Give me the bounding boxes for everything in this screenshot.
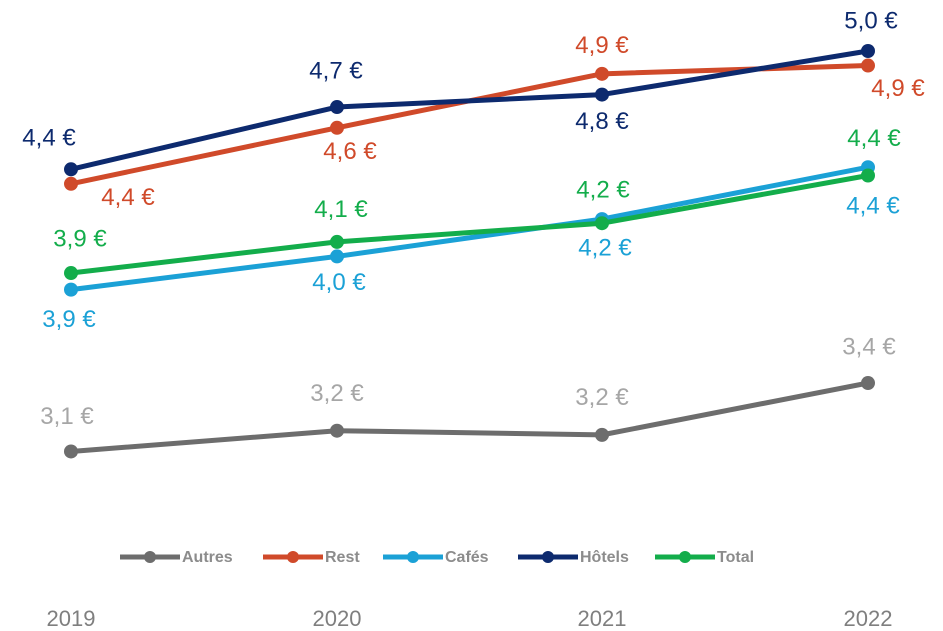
point [861,168,875,183]
data-label: 4,1 € [314,196,368,223]
point [861,44,875,58]
data-label: 4,4 € [847,125,901,152]
point [330,120,344,135]
data-label: 4,2 € [578,234,632,261]
point [861,376,875,390]
point [330,249,344,264]
legend-label: Total [717,549,754,566]
data-label: 4,2 € [576,177,630,204]
data-label: 3,9 € [53,225,107,252]
line-0 [70,380,869,454]
point [330,100,344,115]
data-label: 4,6 € [323,138,377,165]
point [330,234,344,249]
legend-marker [542,551,554,563]
legend-marker [144,551,156,563]
x-tick-label: 2022 [844,606,893,631]
point [595,216,609,231]
legend-label: Hôtels [580,549,629,566]
legend-label: Rest [325,549,360,566]
line-2 [70,164,869,293]
data-label: 4,4 € [101,184,155,211]
data-label: 3,2 € [575,384,629,411]
data-label: 4,7 € [309,57,363,84]
point [595,66,609,81]
point [330,423,344,438]
point [64,444,78,459]
data-label: 4,0 € [312,269,366,296]
legend-label: Cafés [445,549,489,566]
x-tick-label: 2020 [313,606,362,631]
data-label: 4,4 € [846,193,900,220]
legend-label: Autres [182,549,233,566]
legend-marker [287,551,299,563]
point [64,266,78,281]
data-label: 3,4 € [842,333,896,360]
legend-marker [407,551,419,563]
point [64,176,78,191]
data-label: 4,9 € [871,75,925,102]
data-label: 4,8 € [575,108,629,135]
x-tick-label: 2019 [47,606,96,631]
line-1 [70,63,869,187]
line-3 [70,48,869,172]
data-label: 5,0 € [844,7,898,34]
point [64,162,78,177]
data-label: 4,4 € [22,125,76,152]
line-4 [70,173,869,276]
point [595,427,609,442]
point [595,87,609,102]
data-label: 3,1 € [40,403,94,430]
data-label: 3,9 € [42,306,96,333]
point [64,282,78,297]
legend-marker [679,551,691,563]
data-label: 4,9 € [575,32,629,59]
data-label: 3,2 € [310,380,364,407]
x-tick-label: 2021 [578,606,627,631]
point [861,58,875,73]
